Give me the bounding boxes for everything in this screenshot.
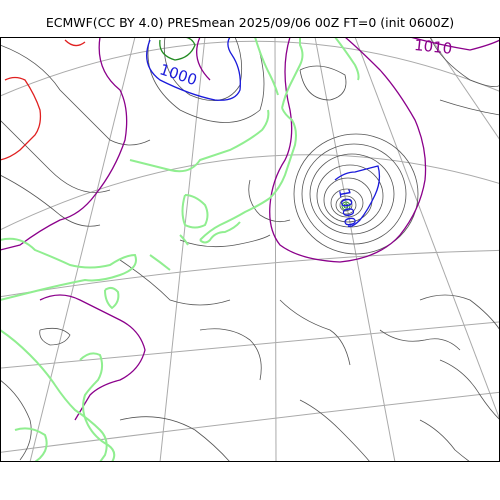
longitude-line	[429, 37, 500, 141]
latitude-line	[0, 154, 500, 231]
typhoon-eye	[341, 201, 351, 211]
coastline-russia	[129, 109, 270, 173]
latitude-line	[0, 40, 500, 97]
latitude-line	[0, 321, 500, 369]
coastline-korea-peninsula	[181, 194, 209, 229]
latitude-line	[0, 249, 500, 298]
isobar-1010	[0, 37, 500, 421]
map-title: ECMWF(CC BY 4.0) PRESmean 2025/09/06 00Z…	[45, 15, 455, 30]
coastline-japan-honshu	[199, 107, 297, 241]
coastline-sakhalin	[254, 37, 279, 96]
isobar-label-1010: 1010	[413, 36, 453, 58]
latitude-line	[0, 391, 500, 453]
coastlines	[0, 37, 360, 462]
coastline-japan-kyushu	[199, 221, 241, 244]
coastline-borneo	[14, 427, 48, 462]
coastline-taiwan	[104, 286, 120, 310]
graticule	[0, 37, 500, 462]
coastline-hokkaido	[281, 37, 304, 109]
map-frame	[0, 37, 500, 462]
pressure-contours	[0, 37, 500, 462]
typhoon-contours	[293, 133, 419, 255]
coastline-korea-china	[0, 237, 137, 301]
longitude-line	[354, 37, 500, 421]
isobar-high	[0, 39, 86, 161]
longitude-line	[29, 37, 136, 462]
longitude-line	[159, 37, 206, 462]
coastline-philippines	[79, 352, 116, 462]
coastline-ryukyu	[149, 234, 189, 271]
longitude-line	[274, 37, 277, 462]
longitude-line	[314, 37, 396, 462]
isobar-label-1000-typhoon: 1000	[335, 187, 359, 228]
isobar-low	[159, 37, 196, 61]
isobar-1000	[334, 165, 381, 228]
coastline-china	[0, 329, 108, 462]
isobar-1000	[146, 37, 241, 101]
coastline-kamchatka	[334, 37, 360, 81]
